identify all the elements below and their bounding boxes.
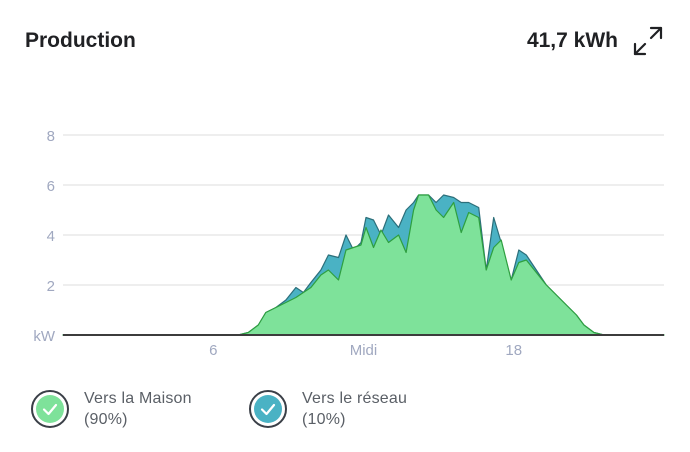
check-icon: [42, 403, 58, 416]
series-area-house: [62, 194, 665, 336]
house-swatch: [36, 395, 64, 423]
production-chart-svg: kW 2 4 6 8 6 Midi 18: [33, 128, 665, 359]
legend: Vers la Maison (90%) Vers le réseau (10%…: [0, 388, 690, 448]
production-chart: kW 2 4 6 8 6 Midi 18: [0, 110, 690, 360]
y-tick-label: 2: [47, 278, 55, 295]
y-tick-label: 8: [47, 128, 55, 145]
legend-house-percent: (90%): [84, 411, 128, 428]
legend-grid-percent: (10%): [302, 411, 346, 428]
y-tick-label: 6: [47, 178, 55, 195]
legend-item-house[interactable]: Vers la Maison (90%): [31, 388, 192, 430]
expand-arrows-icon[interactable]: [632, 25, 664, 57]
total-energy: 41,7 kWh: [526, 29, 618, 52]
grid-swatch: [254, 395, 282, 423]
legend-item-grid[interactable]: Vers le réseau (10%): [249, 388, 407, 430]
y-tick-label: kW: [33, 328, 56, 345]
x-tick-label: Midi: [350, 342, 378, 359]
y-tick-label: 4: [47, 228, 55, 245]
card-header: Production 41,7 kWh: [0, 0, 690, 80]
x-tick-label: 6: [209, 342, 217, 359]
grid-badge: [249, 390, 287, 428]
check-icon: [260, 403, 276, 416]
legend-house-label: Vers la Maison: [84, 390, 192, 407]
legend-grid-label: Vers le réseau: [302, 390, 408, 407]
house-badge: [31, 390, 69, 428]
card-title: Production: [25, 29, 136, 52]
x-tick-label: 18: [505, 342, 522, 359]
